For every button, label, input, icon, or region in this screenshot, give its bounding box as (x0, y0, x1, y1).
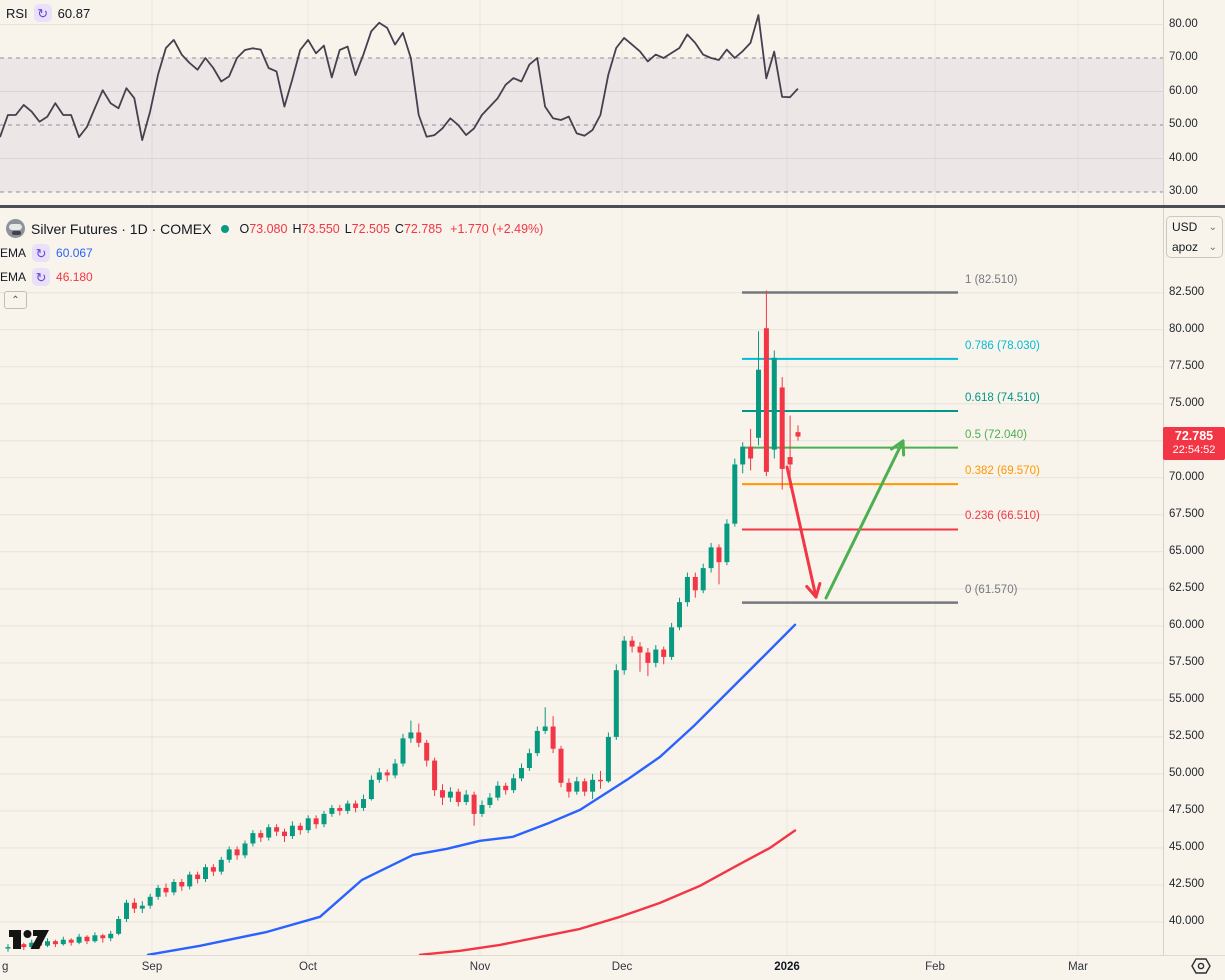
chevron-up-icon: ⌃ (11, 294, 20, 306)
time-axis-label[interactable]: Mar (1068, 961, 1088, 973)
ema-slow-label: EMA (0, 270, 27, 284)
price-axis-tick: 65.000 (1169, 544, 1205, 557)
tradingview-logo[interactable] (8, 926, 50, 954)
refresh-icon[interactable]: ↻ (33, 4, 52, 22)
ema-slow-row[interactable]: EMA ↻ 46.180 (0, 268, 93, 286)
last-price: 72.785 (1174, 428, 1214, 443)
rsi-axis-tick: 60.00 (1169, 84, 1198, 97)
refresh-glyph: ↻ (35, 245, 47, 261)
unit-value: apoz (1172, 240, 1199, 254)
chevron-down-icon: ⌄ (1208, 241, 1217, 253)
time-axis-label[interactable]: Oct (299, 961, 317, 973)
trend-arrows[interactable] (785, 439, 906, 600)
price-axis-tick: 62.500 (1169, 581, 1205, 594)
time-axis-settings-icon[interactable] (1191, 956, 1211, 976)
collapse-indicators-button[interactable]: ⌃ (4, 291, 27, 309)
time-axis-label[interactable]: 2026 (774, 961, 800, 973)
price-axis-tick: 42.500 (1169, 877, 1205, 890)
fib-level-label[interactable]: 0.618 (74.510) (965, 391, 1040, 404)
unit-select[interactable]: apoz ⌄ (1167, 237, 1222, 257)
price-axis-tick: 80.000 (1169, 322, 1205, 335)
vertical-gridlines (151, 0, 1079, 955)
ema-slow-line[interactable] (418, 829, 797, 955)
open-value: 73.080 (249, 221, 288, 236)
price-scale-unit-box[interactable]: USD ⌄ apoz ⌄ (1166, 216, 1223, 258)
low-value: 72.505 (351, 221, 390, 236)
time-axis-label[interactable]: Dec (611, 961, 633, 973)
rsi-header: RSI ↻ 60.87 (6, 4, 90, 22)
close-key: C (394, 221, 404, 236)
refresh-icon[interactable]: ↻ (32, 268, 51, 286)
price-axis-tick: 60.000 (1169, 618, 1205, 631)
price-axis-tick: 47.500 (1169, 803, 1205, 816)
fib-level-label[interactable]: 0.786 (78.030) (965, 339, 1040, 352)
market-status-icon (221, 224, 230, 233)
rsi-axis-tick: 40.00 (1169, 151, 1198, 164)
rsi-axis-tick: 30.00 (1169, 185, 1198, 197)
ema-fast-label: EMA (0, 246, 27, 260)
chevron-down-icon: ⌄ (1208, 221, 1217, 233)
ohlc-readout: O73.080 H73.550 L72.505 C72.785 (239, 222, 442, 236)
symbol-title[interactable]: Silver Futures · 1D · COMEX (31, 220, 212, 237)
price-axis-tick: 70.000 (1169, 470, 1205, 483)
rsi-axis-tick: 50.00 (1169, 118, 1198, 130)
currency-value: USD (1172, 220, 1198, 234)
fib-retracement[interactable] (742, 291, 958, 604)
price-axis-tick: 40.000 (1169, 914, 1205, 927)
bar-countdown: 22:54:52 (1172, 444, 1216, 457)
candlestick-series[interactable] (5, 290, 801, 952)
price-axis-tick: 45.000 (1169, 840, 1205, 853)
open-key: O (239, 221, 250, 236)
symbol-header[interactable]: Silver Futures · 1D · COMEX O73.080 H73.… (6, 219, 543, 238)
fib-level-label[interactable]: 0.236 (66.510) (965, 510, 1040, 523)
price-axis-tick: 50.000 (1169, 766, 1205, 779)
time-axis-label[interactable]: Nov (469, 961, 491, 973)
rsi-value: 60.87 (57, 5, 91, 21)
price-axis-tick: 75.000 (1169, 396, 1205, 409)
rsi-axis-tick: 70.00 (1169, 51, 1198, 63)
time-axis-label[interactable]: Sep (141, 961, 163, 973)
fib-level-label[interactable]: 0.5 (72.040) (965, 428, 1028, 441)
ema-fast-line[interactable] (146, 623, 797, 955)
fib-level-label[interactable]: 1 (82.510) (965, 273, 1018, 286)
change-value: +1.770 (+2.49%) (450, 221, 544, 236)
high-key: H (292, 221, 302, 236)
price-axis-tick: 52.500 (1169, 729, 1205, 742)
high-value: 73.550 (301, 221, 340, 236)
price-axis-tick: 67.500 (1169, 507, 1205, 520)
price-axis-tick: 57.500 (1169, 655, 1205, 668)
rsi-label: RSI (6, 5, 28, 21)
ema-fast-value: 60.067 (56, 246, 93, 260)
price-axis-tick: 55.000 (1169, 692, 1205, 705)
rsi-axis-tick: 80.00 (1169, 17, 1198, 30)
pane-divider[interactable] (0, 205, 1225, 208)
refresh-glyph: ↻ (35, 269, 47, 285)
ema-fast-row[interactable]: EMA ↻ 60.067 (0, 244, 93, 262)
price-axis-tick: 82.500 (1169, 285, 1205, 298)
close-value: 72.785 (403, 221, 443, 236)
price-axis-tick: 77.500 (1169, 359, 1205, 372)
time-axis-label[interactable]: g (2, 961, 9, 973)
main-gridlines (0, 292, 1163, 923)
time-axis-border (0, 955, 1225, 956)
refresh-glyph: ↻ (37, 5, 49, 21)
time-axis-label[interactable]: Feb (925, 961, 945, 973)
symbol-logo-icon (6, 219, 25, 238)
rsi-line (0, 14, 799, 142)
fib-level-label[interactable]: 0.382 (69.570) (965, 465, 1040, 478)
ema-slow-value: 46.180 (56, 270, 93, 284)
last-price-tag: 72.785 22:54:52 (1163, 426, 1225, 460)
refresh-icon[interactable]: ↻ (32, 244, 51, 262)
rsi-pane[interactable] (0, 14, 1163, 193)
currency-select[interactable]: USD ⌄ (1167, 217, 1222, 237)
low-key: L (344, 221, 352, 236)
fib-level-label[interactable]: 0 (61.570) (965, 583, 1018, 596)
price-axis-border (1163, 0, 1164, 955)
